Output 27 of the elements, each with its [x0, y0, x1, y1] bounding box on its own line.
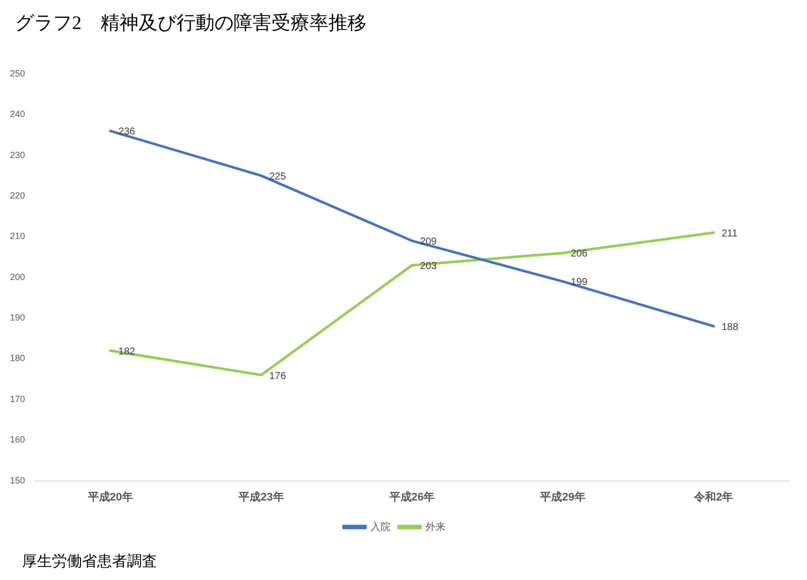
y-tick-label: 170 — [10, 394, 26, 404]
y-tick-label: 210 — [10, 231, 26, 242]
y-tick-label: 240 — [10, 109, 26, 120]
x-tick-label: 平成23年 — [238, 490, 284, 504]
x-tick-label: 平成20年 — [86, 490, 134, 504]
data-label: 225 — [269, 171, 286, 182]
y-tick-label: 160 — [10, 434, 26, 445]
y-tick-label: 250 — [10, 68, 26, 78]
data-label: 206 — [570, 248, 588, 260]
text: 厚生労働省患者調査 — [22, 552, 157, 571]
data-label: 199 — [570, 277, 588, 288]
data-label: 211 — [722, 228, 738, 240]
legend-label: 入院 — [370, 520, 390, 533]
data-label: 176 — [269, 370, 286, 382]
data-label: 236 — [118, 126, 136, 138]
x-tick-label: 令和2年 — [693, 490, 734, 504]
y-tick-label: 220 — [10, 190, 26, 201]
y-tick-label: 150 — [10, 475, 26, 486]
legend-label: 外来 — [426, 520, 446, 533]
x-tick-label: 平成26年 — [388, 490, 435, 504]
y-tick-label: 230 — [10, 150, 26, 160]
chart-title: グラフ2 精神及び行動の障害受療率推移 — [15, 12, 366, 36]
data-label: 188 — [722, 322, 739, 333]
y-tick-label: 190 — [10, 312, 26, 323]
x-tick-label: 平成29年 — [539, 490, 586, 504]
y-tick-label: 180 — [10, 353, 26, 364]
y-tick-label: 200 — [10, 272, 26, 282]
